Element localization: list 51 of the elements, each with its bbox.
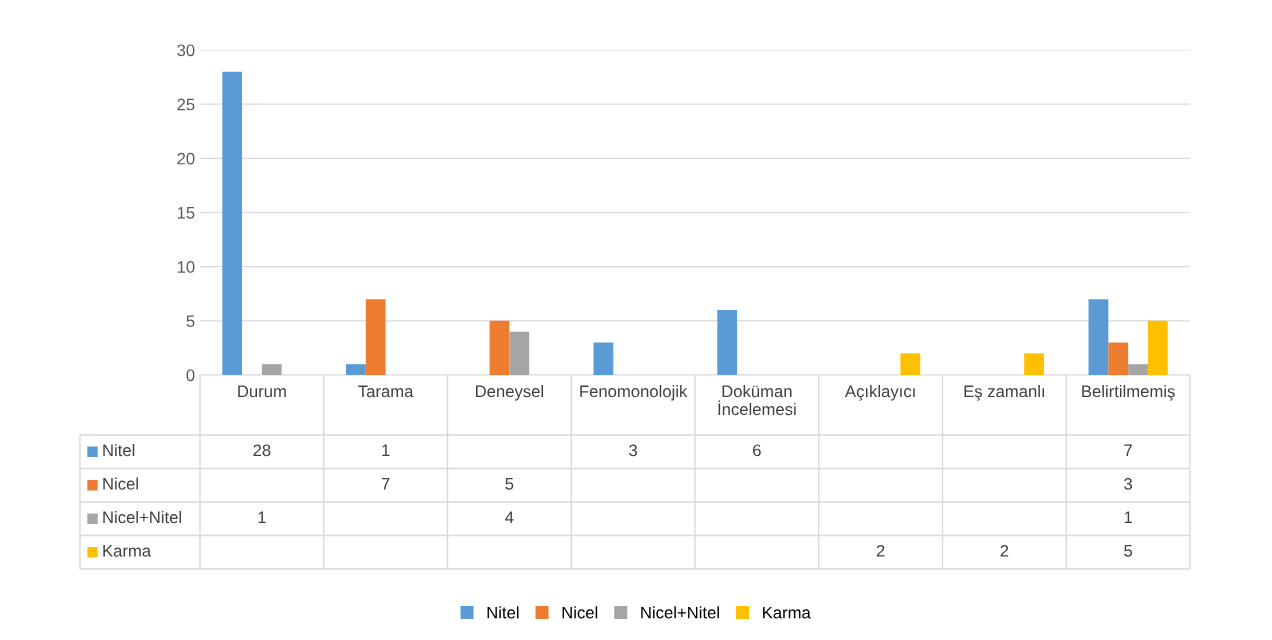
data-label: 5 — [1124, 545, 1133, 557]
legend-label: Nicel+Nitel — [103, 510, 181, 524]
bar — [509, 331, 530, 375]
bar — [1108, 342, 1129, 375]
bar — [1147, 320, 1168, 375]
y-tick-label: 10 — [177, 261, 195, 273]
x-tick-label: Eş zamanlı — [964, 385, 1045, 401]
y-tick-label: 15 — [177, 207, 195, 219]
data-label: 28 — [253, 444, 271, 457]
data-label: 6 — [753, 444, 761, 457]
text: Nicel+Nitel — [641, 606, 719, 619]
data-label: 7 — [381, 478, 390, 490]
data-label: 1 — [382, 444, 390, 457]
data-label: 3 — [1124, 477, 1133, 490]
bar — [1128, 364, 1148, 375]
legend-label: Karma — [763, 606, 811, 619]
bar — [717, 310, 738, 375]
x-tick-label: Doküman İncelemesi — [718, 385, 796, 416]
text: Nicel — [103, 477, 138, 490]
y-tick-label: 20 — [177, 152, 195, 165]
bar — [489, 320, 510, 375]
x-tick-label: Açıklayıcı — [845, 385, 915, 401]
data-label: 2 — [1000, 544, 1009, 557]
data-label: 7 — [1124, 444, 1132, 457]
x-tick-label: Deneysel — [476, 385, 543, 401]
data-label: 2 — [876, 544, 885, 557]
legend-label: Nicel — [562, 606, 598, 619]
bar — [222, 71, 243, 375]
x-tick-label: Fenomonolojik — [580, 385, 688, 401]
data-label: 1 — [258, 511, 266, 524]
bar — [900, 353, 921, 375]
x-tick-label: Durum — [238, 385, 286, 398]
data-label: 4 — [505, 511, 514, 524]
y-tick-label: 25 — [177, 98, 195, 111]
x-tick-label: Belirtilmemiş — [1082, 385, 1175, 401]
bar — [593, 342, 614, 375]
text: Nitel — [487, 606, 519, 619]
data-label: 3 — [629, 444, 638, 457]
data-label: 1 — [1124, 511, 1132, 524]
bar — [261, 364, 282, 375]
y-tick-label: 0 — [186, 369, 195, 382]
data-label: 5 — [505, 478, 514, 490]
y-tick-label: 30 — [177, 44, 195, 57]
legend-label: Nitel — [103, 443, 135, 457]
x-tick-label: Tarama — [358, 385, 414, 398]
y-tick-label: 5 — [186, 315, 195, 328]
bar — [346, 364, 366, 375]
bar — [1088, 299, 1109, 375]
bar — [365, 299, 386, 375]
bar — [1024, 353, 1044, 375]
text: Karma — [103, 545, 152, 557]
